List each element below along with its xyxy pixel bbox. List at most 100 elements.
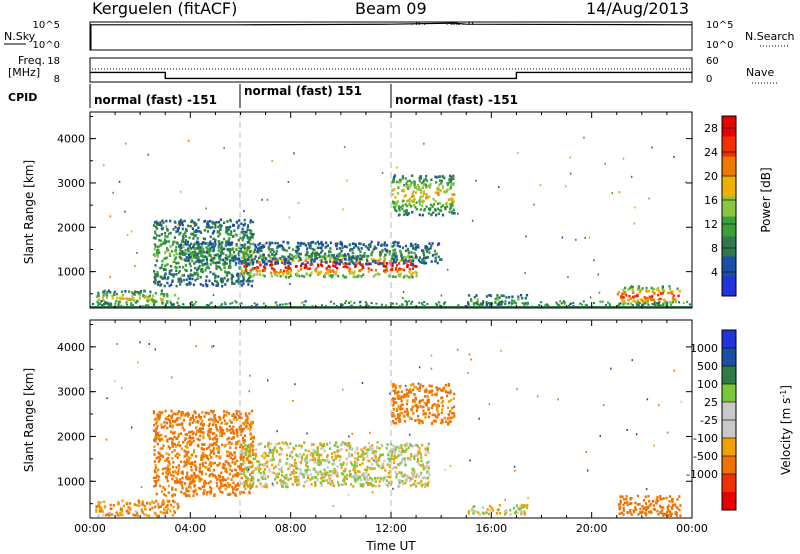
velocity-echo-cell <box>315 476 318 479</box>
velocity-echo-cell <box>169 503 173 507</box>
power-echo-cell <box>131 304 134 307</box>
power-echo-cell <box>439 258 442 261</box>
velocity-echo-cell <box>229 492 232 496</box>
power-echo-cell <box>408 255 411 259</box>
velocity-echo-cell <box>156 417 159 420</box>
velocity-echo-cell <box>285 453 289 457</box>
velocity-echo-cell <box>422 467 425 471</box>
power-echo-cell <box>423 261 426 265</box>
power-echo-cell <box>245 279 248 283</box>
velocity-echo-cell <box>648 504 651 508</box>
power-echo-cell <box>175 272 178 276</box>
velocity-noise-cell <box>467 371 469 374</box>
velocity-echo-cell <box>152 429 155 432</box>
velocity-echo-cell <box>432 419 435 423</box>
power-echo-cell <box>423 260 426 263</box>
power-echo-cell <box>221 258 224 262</box>
velocity-echo-cell <box>392 461 395 464</box>
velocity-echo-cell <box>162 502 165 505</box>
velocity-echo-cell <box>212 468 215 472</box>
velocity-echo-cell <box>202 452 205 455</box>
power-echo-cell <box>344 265 347 268</box>
velocity-echo-cell <box>323 444 326 447</box>
velocity-echo-cell <box>153 484 156 488</box>
velocity-echo-cell <box>651 500 654 503</box>
velocity-echo-cell <box>488 504 491 508</box>
velocity-echo-cell <box>295 475 298 479</box>
power-echo-cell <box>662 298 665 302</box>
velocity-echo-cell <box>364 452 367 455</box>
velocity-echo-cell <box>419 453 422 456</box>
velocity-echo-cell <box>431 393 434 397</box>
velocity-echo-cell <box>240 450 243 453</box>
power-echo-cell <box>170 283 173 286</box>
power-echo-cell <box>443 176 446 180</box>
power-echo-cell <box>451 200 454 204</box>
velocity-echo-cell <box>165 457 168 461</box>
velocity-echo-cell <box>168 447 172 450</box>
power-near-range-cell <box>579 302 582 305</box>
velocity-echo-cell <box>156 514 159 518</box>
velocity-echo-cell <box>158 410 161 414</box>
power-near-range-cell <box>231 301 234 304</box>
power-echo-cell <box>446 183 449 187</box>
power-echo-cell <box>439 189 442 192</box>
power-echo-cell <box>191 227 194 230</box>
power-echo-cell <box>189 255 193 259</box>
power-near-range-cell <box>375 302 378 305</box>
power-echo-cell <box>246 253 249 257</box>
velocity-echo-cell <box>667 504 670 508</box>
velocity-echo-cell <box>391 467 394 470</box>
power-echo-cell <box>631 288 634 292</box>
power-echo-cell <box>248 280 252 283</box>
power-echo-cell <box>402 199 405 203</box>
power-noise-cell <box>442 187 444 190</box>
power-echo-cell <box>177 280 180 283</box>
power-echo-cell <box>349 247 352 251</box>
velocity-echo-cell <box>370 483 373 486</box>
power-echo-cell <box>425 194 428 198</box>
velocity-echo-cell <box>427 464 430 468</box>
velocity-echo-cell <box>427 471 430 474</box>
power-echo-cell <box>448 174 452 178</box>
velocity-echo-cell <box>373 467 376 470</box>
velocity-echo-cell <box>622 513 625 516</box>
velocity-echo-cell <box>296 483 299 487</box>
velocity-echo-cell <box>166 479 169 483</box>
power-echo-cell <box>174 225 177 229</box>
power-echo-cell <box>186 247 190 250</box>
power-echo-cell <box>406 213 409 217</box>
power-echo-cell <box>201 246 204 249</box>
velocity-echo-cell <box>190 476 193 480</box>
power-echo-cell <box>651 295 654 298</box>
velocity-echo-cell <box>213 494 216 497</box>
velocity-echo-cell <box>416 407 419 410</box>
velocity-echo-cell <box>209 431 212 434</box>
velocity-echo-cell <box>662 506 665 509</box>
power-echo-cell <box>401 177 404 180</box>
power-echo-cell <box>324 252 327 256</box>
power-echo-cell <box>638 288 641 292</box>
velocity-echo-cell <box>186 411 189 415</box>
velocity-echo-cell <box>417 451 420 454</box>
power-echo-cell <box>197 241 200 244</box>
power-echo-cell <box>360 275 363 278</box>
velocity-echo-cell <box>231 461 234 464</box>
velocity-echo-cell <box>208 436 211 439</box>
velocity-echo-cell <box>426 445 429 449</box>
power-near-range-cell <box>404 300 407 303</box>
power-echo-cell <box>398 178 402 182</box>
velocity-echo-cell <box>319 461 322 465</box>
velocity-echo-cell <box>303 459 307 463</box>
velocity-echo-cell <box>245 468 248 471</box>
velocity-echo-cell <box>223 432 226 435</box>
power-echo-cell <box>311 247 314 251</box>
power-echo-cell <box>213 221 216 225</box>
velocity-echo-cell <box>209 451 213 454</box>
power-echo-cell <box>154 279 157 282</box>
velocity-echo-cell <box>331 455 334 459</box>
power-echo-cell <box>274 241 277 245</box>
power-echo-cell <box>395 255 398 259</box>
velocity-echo-cell <box>427 476 430 480</box>
power-near-range-cell <box>581 303 583 306</box>
